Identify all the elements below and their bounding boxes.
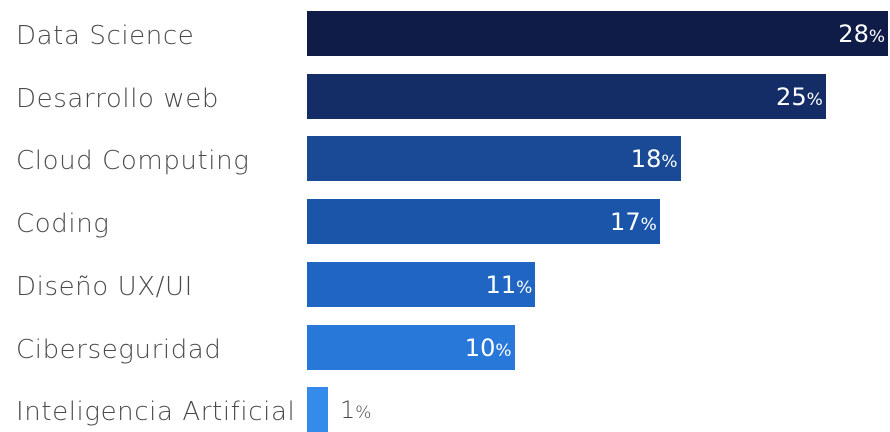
value-label: 28% bbox=[838, 22, 885, 46]
value-suffix: % bbox=[806, 89, 823, 110]
bar bbox=[307, 199, 660, 245]
value-suffix: % bbox=[516, 277, 533, 298]
value-number: 1 bbox=[340, 396, 356, 425]
category-label: Cloud Computing bbox=[16, 146, 250, 177]
value-suffix: % bbox=[640, 215, 657, 236]
value-number: 18 bbox=[630, 145, 662, 174]
bar bbox=[307, 11, 888, 56]
category-label: Coding bbox=[16, 209, 110, 240]
value-label: 1% bbox=[340, 398, 371, 422]
bar bbox=[307, 387, 328, 432]
bar bbox=[307, 136, 681, 182]
value-label: 11% bbox=[486, 273, 533, 297]
value-number: 28 bbox=[838, 20, 869, 48]
value-number: 10 bbox=[464, 333, 496, 362]
category-label: Ciberseguridad bbox=[16, 334, 222, 365]
value-label: 18% bbox=[631, 147, 678, 171]
category-label: Inteligencia Artificial bbox=[16, 397, 296, 428]
value-label: 10% bbox=[465, 336, 512, 360]
value-number: 11 bbox=[485, 270, 517, 299]
bar bbox=[307, 324, 515, 370]
value-number: 25 bbox=[776, 82, 807, 111]
value-suffix: % bbox=[355, 403, 372, 424]
category-label: Diseño UX/UI bbox=[16, 271, 193, 302]
bar bbox=[307, 73, 826, 119]
value-suffix: % bbox=[868, 27, 885, 47]
bar bbox=[307, 261, 536, 307]
value-suffix: % bbox=[661, 152, 678, 173]
value-label: 25% bbox=[776, 85, 823, 109]
value-number: 17 bbox=[610, 208, 641, 237]
value-suffix: % bbox=[495, 340, 512, 361]
category-label: Data Science bbox=[16, 21, 195, 51]
category-label: Desarrollo web bbox=[16, 83, 219, 114]
value-label: 17% bbox=[610, 210, 657, 234]
